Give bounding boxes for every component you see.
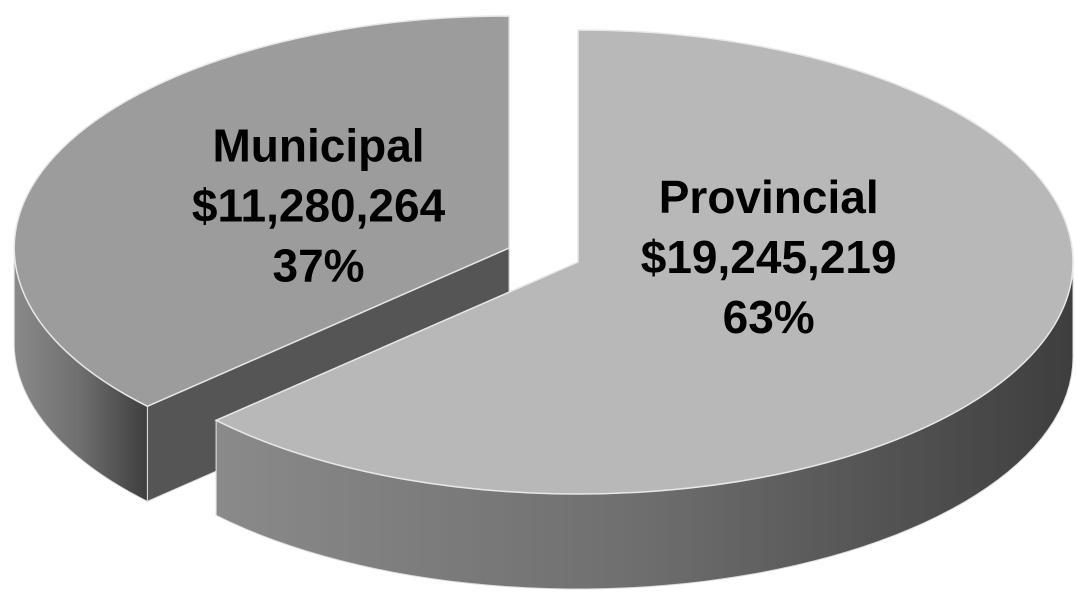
value-label: $19,245,219 [641, 231, 897, 283]
slice [214, 29, 1074, 590]
percent-label: 63% [723, 291, 815, 343]
value-label: $11,280,264 [192, 179, 446, 231]
percent-label: 37% [272, 239, 364, 291]
category-label: Municipal [212, 119, 424, 171]
labels: Municipal $11,280,264 37% Provincial $19,245… [192, 119, 897, 343]
pie [13, 15, 1074, 590]
slice-top [13, 15, 510, 408]
category-label: Provincial [659, 171, 879, 223]
slice-top [214, 29, 1074, 495]
